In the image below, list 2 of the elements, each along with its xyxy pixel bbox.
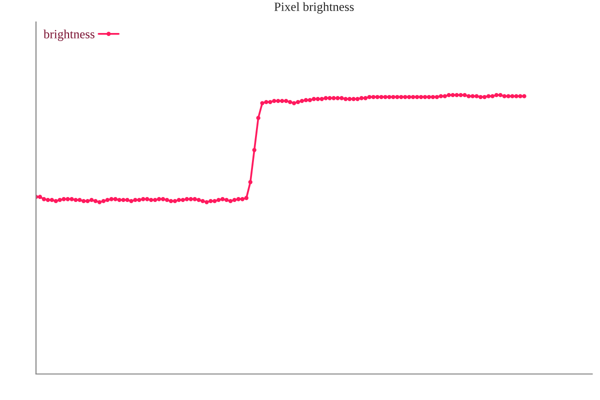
chart-title: Pixel brightness bbox=[274, 2, 354, 14]
legend-label: brightness bbox=[44, 30, 94, 41]
